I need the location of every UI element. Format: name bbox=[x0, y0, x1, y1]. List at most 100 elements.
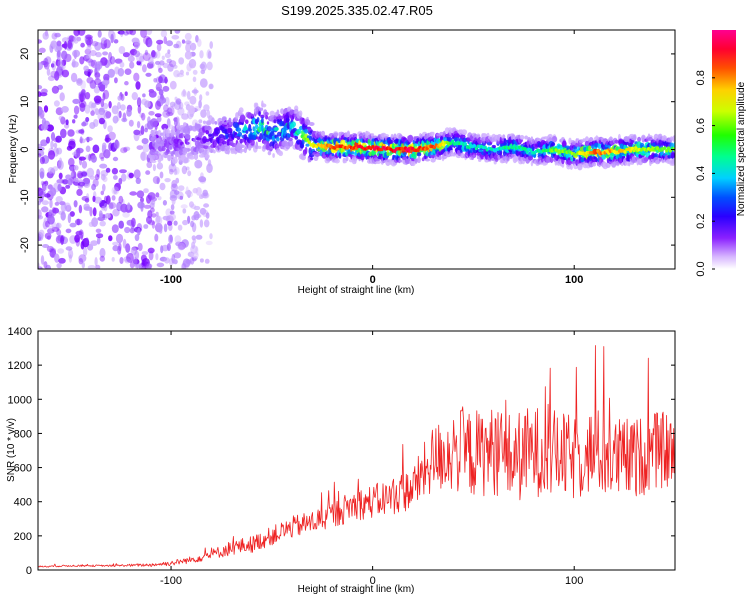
spectrogram-noise-cell bbox=[38, 85, 43, 90]
spectrogram-noise-cell bbox=[60, 211, 66, 221]
spectrogram-noise-cell bbox=[42, 32, 49, 40]
spectrogram-noise-cell bbox=[167, 49, 171, 54]
spectrogram-ridge-cell bbox=[240, 149, 245, 152]
spectrogram-noise-cell bbox=[68, 140, 76, 150]
spectrogram-noise-cell bbox=[173, 70, 181, 78]
spectrogram-noise-cell bbox=[88, 101, 94, 109]
spectrogram-ridge-cell bbox=[247, 128, 253, 132]
spectrogram-noise-cell bbox=[109, 56, 116, 65]
spectrogram-noise-cell bbox=[207, 50, 212, 59]
spectrogram-ridge-cell bbox=[274, 127, 279, 131]
spectrogram-noise-cell bbox=[38, 47, 46, 53]
y-tick-label: 800 bbox=[14, 428, 32, 440]
spectrogram-noise-cell bbox=[131, 217, 136, 228]
spectrogram-noise-cell bbox=[43, 261, 48, 269]
spectrogram-noise-cell bbox=[58, 172, 63, 180]
spectrogram-noise-cell bbox=[148, 111, 155, 116]
spectrogram-ridge-cell bbox=[431, 131, 435, 135]
spectrogram-noise-cell bbox=[185, 190, 192, 195]
spectrogram-ridge-cell bbox=[272, 153, 275, 158]
spectrogram-ridge-cell bbox=[245, 119, 249, 124]
spectrogram-ridge-cell bbox=[410, 160, 416, 167]
spectrogram-ridge-cell bbox=[472, 154, 476, 159]
spectrogram-noise-cell bbox=[122, 52, 130, 58]
spectrogram-noise-cell bbox=[94, 78, 102, 86]
spectrogram-noise-cell bbox=[140, 151, 148, 161]
spectrogram-ridge-cell bbox=[259, 133, 263, 140]
spectrogram-noise-cell bbox=[63, 41, 68, 50]
spectrogram-noise-cell bbox=[143, 188, 149, 194]
spectrogram-noise-cell bbox=[150, 207, 155, 213]
spectrogram-noise-cell bbox=[173, 252, 182, 259]
spectrogram-ridge-cell bbox=[266, 121, 270, 125]
spectrogram-noise-cell bbox=[100, 173, 106, 181]
spectrogram-noise-cell bbox=[81, 160, 88, 169]
spectrogram-ridge-cell bbox=[461, 129, 468, 136]
spectrogram-noise-cell bbox=[128, 172, 134, 179]
spectrogram-noise-cell bbox=[103, 73, 110, 82]
spectrogram-noise-cell bbox=[184, 32, 192, 41]
spectrogram-noise-cell bbox=[159, 228, 163, 234]
spectrogram-noise-cell bbox=[55, 196, 63, 203]
spectrogram-noise-cell bbox=[192, 76, 197, 83]
snr-panel: -100 0 100 0 200 400 600 800 1000 1200 1400 Heigh… bbox=[6, 326, 676, 595]
y-tick-label: 0 bbox=[19, 146, 31, 152]
spectrogram-noise-cell bbox=[54, 201, 60, 206]
spectrogram-noise-cell bbox=[73, 114, 78, 119]
spectrogram-noise-cell bbox=[55, 222, 62, 229]
spectrogram-noise-cell bbox=[60, 128, 67, 139]
spectrogram-ridge-cell bbox=[233, 132, 238, 136]
spectrogram-ridge-cell bbox=[568, 137, 572, 145]
spectrogram-noise-cell bbox=[142, 93, 146, 98]
spectrogram-noise-cell bbox=[202, 189, 208, 197]
spectrogram-ridge-cell bbox=[251, 113, 254, 117]
spectrogram-noise-cell bbox=[52, 207, 60, 214]
spectrogram-ridge-cell bbox=[308, 122, 315, 126]
spectrogram-noise-cell bbox=[49, 187, 57, 196]
spectrogram-noise-cell bbox=[83, 206, 92, 211]
spectrogram-noise-cell bbox=[173, 220, 178, 226]
x-tick-label: -100 bbox=[160, 575, 182, 587]
spectrogram-ridge-cell bbox=[429, 135, 434, 140]
spectrogram-ridge-cell bbox=[287, 139, 294, 147]
spectrogram-noise-cell bbox=[54, 253, 60, 263]
spectrogram-noise-cell bbox=[117, 30, 126, 35]
spectrogram-noise-cell bbox=[51, 226, 60, 232]
spectrogram-noise-cell bbox=[53, 137, 60, 143]
spectrogram-noise-cell bbox=[155, 211, 159, 217]
spectrogram-noise-cell bbox=[174, 119, 178, 127]
spectrogram-noise-cell bbox=[40, 123, 49, 131]
spectrogram-noise-cell bbox=[46, 245, 54, 253]
spectrogram-noise-cell bbox=[136, 145, 144, 151]
spectrogram-noise-cell bbox=[85, 136, 93, 142]
spectrogram-noise-cell bbox=[46, 136, 50, 144]
spectrogram-ridge-cell bbox=[417, 156, 421, 164]
spectrogram-noise-cell bbox=[189, 201, 194, 208]
spectrogram-ridge-cell bbox=[543, 144, 546, 150]
spectrogram-noise-cell bbox=[88, 221, 95, 227]
spectrogram-noise-cell bbox=[129, 191, 138, 196]
spectrogram-noise-cell bbox=[184, 50, 192, 60]
spectrogram-noise-cell bbox=[204, 258, 210, 264]
spectrogram-ridge-peak bbox=[472, 144, 476, 148]
spectrogram-noise-cell bbox=[141, 251, 149, 256]
spectrogram-ridge-cell bbox=[193, 152, 199, 161]
spectrogram-ridge-cell bbox=[225, 132, 229, 139]
spectrogram-noise-cell bbox=[191, 89, 199, 94]
spectrogram-noise-cell bbox=[177, 224, 183, 231]
spectrogram-ridge-cell bbox=[383, 134, 390, 138]
spectrogram-ridge-cell bbox=[198, 119, 203, 124]
spectrogram-noise-cell bbox=[98, 117, 105, 125]
spectrogram-ridge-cell bbox=[229, 121, 234, 126]
spectrogram-noise-cell bbox=[174, 235, 182, 244]
spectrogram-noise-cell bbox=[120, 93, 125, 102]
spectrogram-noise-cell bbox=[90, 155, 97, 163]
spectrogram-noise-cell bbox=[85, 117, 90, 122]
spectrogram-ridge-cell bbox=[298, 110, 303, 117]
spectrogram-noise-cell bbox=[73, 165, 79, 171]
spectrogram-noise-cell bbox=[103, 109, 109, 120]
spectrogram-noise-cell bbox=[68, 254, 72, 263]
spectrogram-noise-cell bbox=[78, 254, 87, 263]
spectrogram-noise-cell bbox=[94, 72, 101, 78]
